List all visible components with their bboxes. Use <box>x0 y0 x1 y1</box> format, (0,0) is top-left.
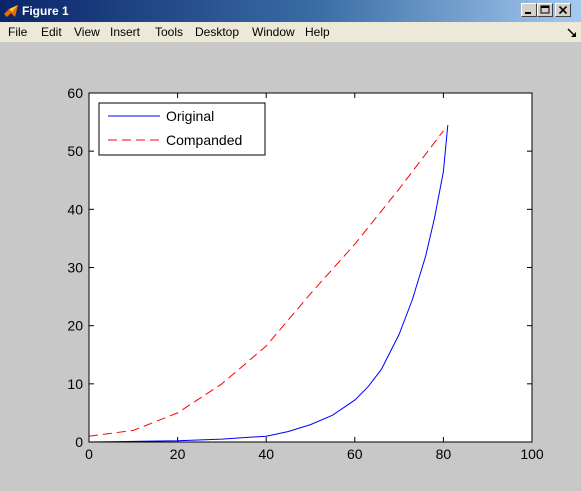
minimize-icon <box>525 12 531 14</box>
close-icon <box>558 5 568 15</box>
menu-view[interactable]: View <box>74 25 100 39</box>
x-tick-label: 80 <box>436 446 452 462</box>
y-tick-label: 60 <box>67 85 83 101</box>
menu-desktop[interactable]: Desktop <box>195 25 240 39</box>
series-line-companded <box>88 130 444 437</box>
window-title: Figure 1 <box>22 4 69 18</box>
close-button[interactable] <box>555 3 571 17</box>
y-tick-label: 20 <box>67 318 83 334</box>
menu-insert[interactable]: Insert <box>110 25 141 39</box>
x-tick-label: 60 <box>347 446 363 462</box>
y-tick-label: 40 <box>67 201 83 217</box>
maximize-button[interactable] <box>537 3 553 17</box>
x-tick-label: 20 <box>170 446 186 462</box>
figure-canvas: 0 20 40 60 80 100 0 10 20 30 40 50 60 Original Compa… <box>0 42 581 491</box>
x-tick-label: 100 <box>520 446 544 462</box>
minimize-button[interactable] <box>521 3 537 17</box>
matlab-icon <box>4 5 18 17</box>
x-tick-label: 0 <box>85 446 93 462</box>
menu-edit[interactable]: Edit <box>41 25 62 39</box>
y-tick-label: 30 <box>67 260 83 276</box>
line-chart: 0 20 40 60 80 100 0 10 20 30 40 50 60 Original Compa… <box>67 85 544 462</box>
axes-box <box>88 92 533 443</box>
menu-bar: File Edit View Insert Tools Desktop Wind… <box>0 22 581 42</box>
legend-label-original: Original <box>166 108 214 124</box>
legend-box <box>98 102 266 156</box>
legend-label-companded: Companded <box>166 132 242 148</box>
menu-tools[interactable]: Tools <box>155 25 184 39</box>
x-tick-label: 40 <box>258 446 274 462</box>
menu-file[interactable]: File <box>8 25 28 39</box>
y-tick-label: 50 <box>67 143 83 159</box>
y-tick-label: 10 <box>67 376 83 392</box>
y-tick-label: 0 <box>75 434 83 450</box>
maximize-icon <box>540 5 550 14</box>
title-bar[interactable]: Figure 1 <box>0 0 581 22</box>
legend: Original Companded <box>98 102 266 156</box>
dock-arrow-icon[interactable] <box>566 27 578 39</box>
menu-help[interactable]: Help <box>305 25 330 39</box>
menu-window[interactable]: Window <box>252 25 295 39</box>
series-line-original <box>88 124 449 443</box>
